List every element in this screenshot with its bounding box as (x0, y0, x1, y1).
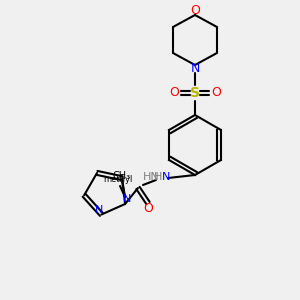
Text: H: H (154, 172, 162, 182)
Text: HN: HN (143, 172, 160, 182)
Text: N: N (162, 172, 170, 182)
Text: O: O (169, 86, 179, 100)
Text: N: N (190, 62, 200, 76)
Text: O: O (190, 4, 200, 17)
Text: methyl: methyl (103, 176, 133, 184)
Text: S: S (190, 86, 200, 100)
Text: N: N (123, 194, 131, 204)
Text: CH₃: CH₃ (113, 171, 131, 181)
Text: O: O (211, 86, 221, 100)
Text: N: N (95, 205, 103, 214)
Text: O: O (143, 202, 153, 214)
